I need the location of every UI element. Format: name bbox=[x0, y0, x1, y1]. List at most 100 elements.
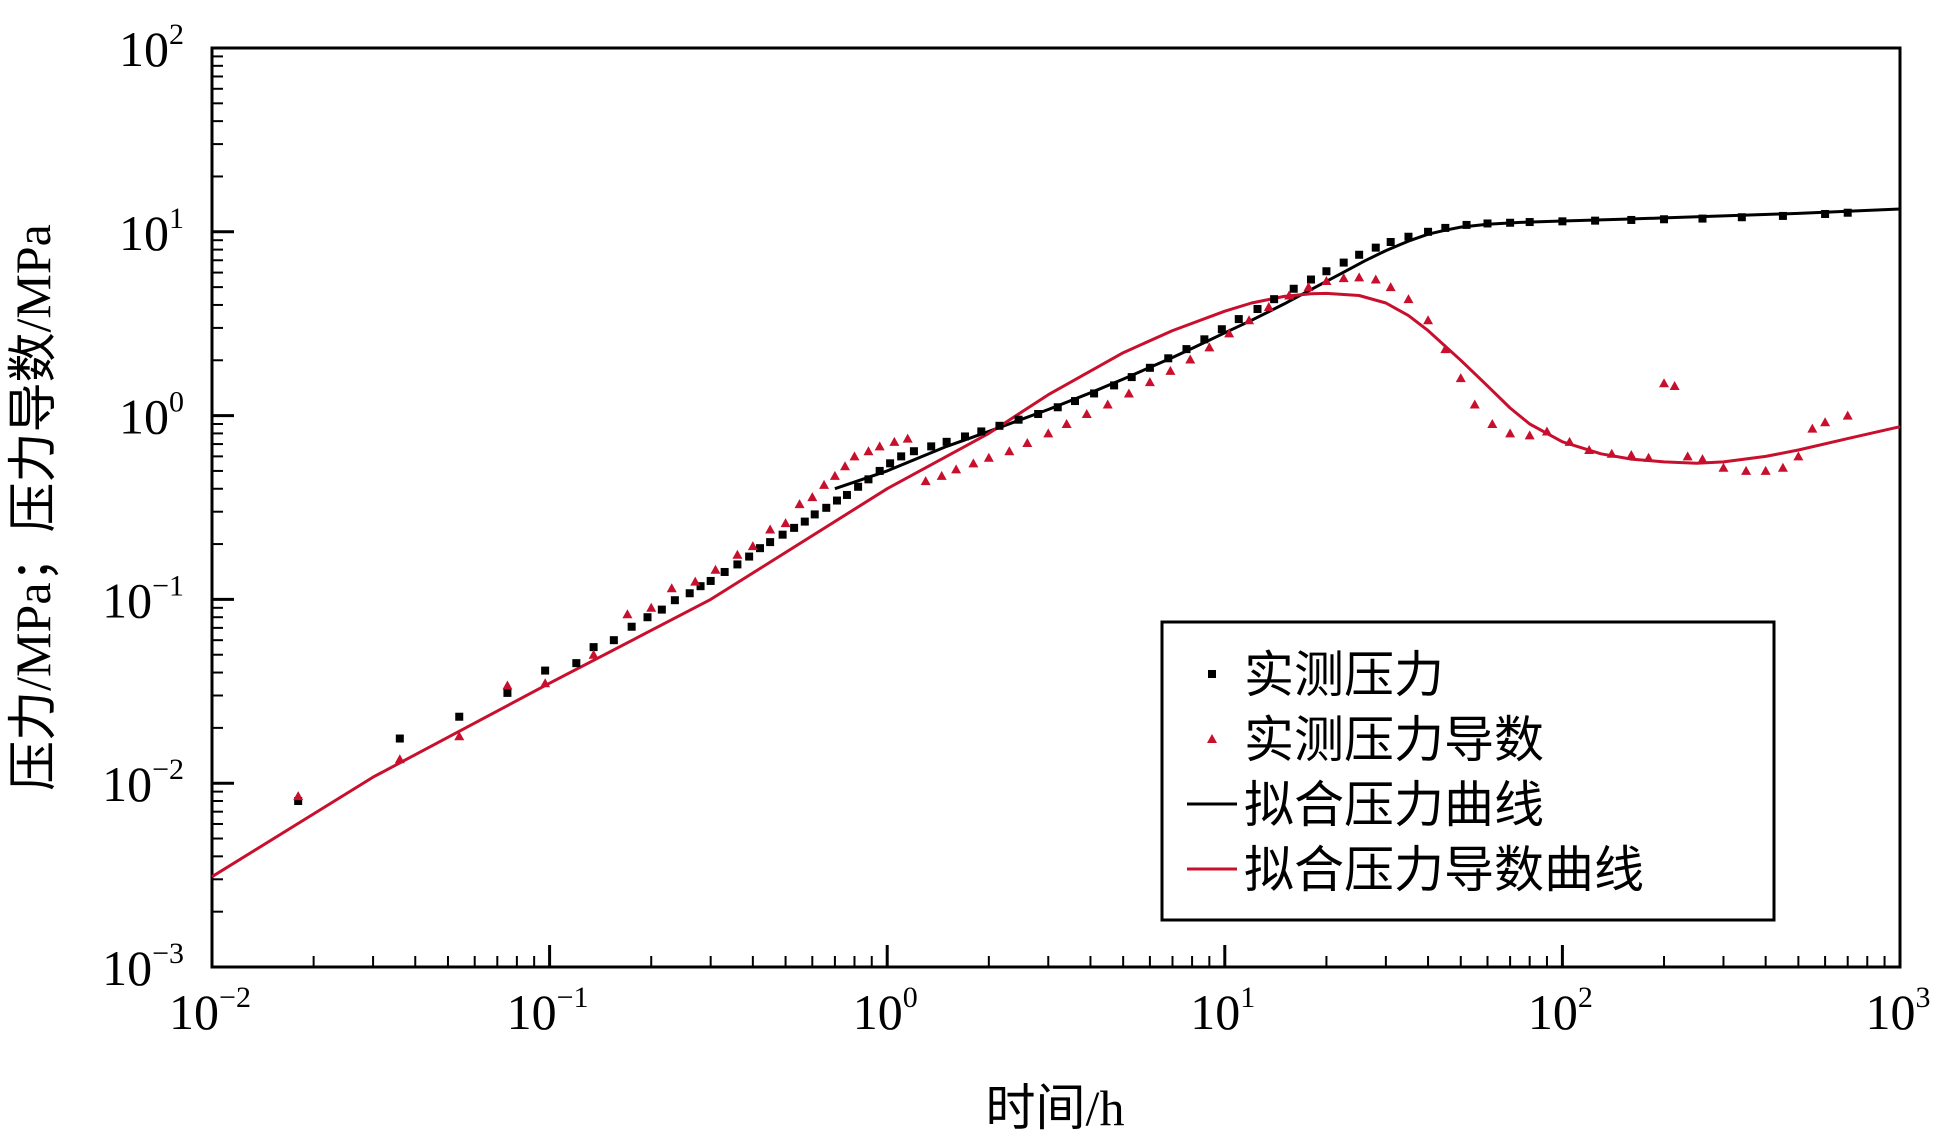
pressure-point bbox=[745, 552, 754, 561]
derivative-point bbox=[1659, 378, 1670, 388]
derivative-point bbox=[646, 602, 657, 612]
pressure-point bbox=[756, 544, 765, 553]
pressure-point bbox=[1778, 211, 1787, 220]
derivative-point bbox=[863, 446, 874, 456]
derivative-point bbox=[588, 649, 599, 659]
derivative-point bbox=[889, 436, 900, 446]
derivative-point bbox=[1820, 417, 1831, 427]
pressure-point bbox=[720, 567, 729, 576]
pressure-point bbox=[942, 437, 951, 446]
derivative-point bbox=[690, 576, 701, 586]
derivative-point bbox=[1102, 399, 1113, 409]
pressure-point bbox=[1034, 410, 1043, 419]
y-axis-ticks: 10−3 10−2 10−1 100 101 102 bbox=[102, 18, 234, 996]
derivative-point bbox=[983, 452, 994, 462]
pressure-point bbox=[1698, 214, 1707, 223]
pressure-point bbox=[657, 605, 666, 614]
derivative-point bbox=[394, 754, 405, 764]
legend-label: 拟合压力导数曲线 bbox=[1244, 842, 1644, 898]
derivative-point bbox=[1760, 465, 1771, 475]
pressure-point bbox=[800, 517, 809, 526]
derivative-point bbox=[1165, 365, 1176, 375]
derivative-point bbox=[807, 492, 818, 502]
derivative-point bbox=[1524, 430, 1535, 440]
derivative-point bbox=[1244, 315, 1255, 325]
pressure-point bbox=[1355, 250, 1364, 259]
pressure-point bbox=[995, 421, 1004, 430]
derivative-point bbox=[1004, 446, 1015, 456]
derivative-point bbox=[454, 731, 465, 741]
y-tick-label: 10−2 bbox=[102, 753, 184, 812]
derivative-point bbox=[1584, 444, 1595, 454]
pressure-point bbox=[909, 447, 918, 456]
derivative-point bbox=[1718, 462, 1729, 472]
derivative-point bbox=[710, 564, 721, 574]
pressure-point bbox=[864, 475, 873, 484]
derivative-point bbox=[1207, 734, 1217, 743]
derivative-point bbox=[1455, 373, 1466, 383]
derivative-point bbox=[1626, 450, 1637, 460]
pressure-point bbox=[1127, 373, 1136, 382]
pressure-point bbox=[1217, 325, 1226, 334]
derivative-point bbox=[849, 451, 860, 461]
pressure-point bbox=[1441, 223, 1450, 232]
pressure-point bbox=[706, 576, 715, 585]
pressure-point bbox=[609, 636, 618, 645]
pressure-point bbox=[1371, 243, 1380, 252]
pressure-point bbox=[670, 596, 679, 605]
y-tick-label: 10−1 bbox=[102, 569, 184, 628]
pressure-point bbox=[696, 582, 705, 591]
derivative-point bbox=[540, 678, 551, 688]
pressure-point bbox=[1110, 381, 1119, 390]
derivative-point bbox=[1321, 275, 1332, 285]
pressure-point bbox=[810, 510, 819, 519]
pressure-point bbox=[886, 459, 895, 468]
derivative-point bbox=[1370, 274, 1381, 284]
derivative-point bbox=[1081, 409, 1092, 419]
pressure-point bbox=[1339, 258, 1348, 267]
pressure-point bbox=[1462, 220, 1471, 229]
derivative-point bbox=[1204, 342, 1215, 352]
derivative-point bbox=[920, 476, 931, 486]
derivative-point bbox=[1606, 448, 1617, 458]
pressure-point bbox=[395, 734, 404, 743]
pressure-point bbox=[897, 452, 906, 461]
derivative-point bbox=[936, 470, 947, 480]
pressure-point bbox=[822, 503, 831, 512]
y-axis-title: 压力/MPa；压力导数/MPa bbox=[5, 224, 61, 791]
y-tick-label: 10−3 bbox=[102, 937, 184, 996]
derivative-point bbox=[1777, 462, 1788, 472]
pressure-point bbox=[1090, 389, 1099, 398]
pressure-point bbox=[1386, 238, 1395, 247]
pressure-point bbox=[685, 589, 694, 598]
derivative-point bbox=[794, 499, 805, 509]
derivative-point bbox=[747, 541, 758, 551]
derivative-point bbox=[902, 433, 913, 443]
pressure-point bbox=[1737, 213, 1746, 222]
derivative-point bbox=[1564, 436, 1575, 446]
derivative-point bbox=[1043, 428, 1054, 438]
x-axis-title: 时间/h bbox=[986, 1080, 1125, 1136]
pressure-point bbox=[1270, 295, 1279, 304]
pressure-point bbox=[503, 688, 512, 697]
derivative-point bbox=[622, 609, 633, 619]
pressure-point bbox=[294, 797, 303, 806]
x-tick-label: 10−2 bbox=[169, 981, 251, 1040]
pressure-point bbox=[1591, 216, 1600, 225]
derivative-point bbox=[1793, 451, 1804, 461]
pressure-point bbox=[1322, 267, 1331, 276]
derivative-point bbox=[1338, 273, 1349, 283]
pressure-point bbox=[1014, 415, 1023, 424]
pressure-point bbox=[455, 712, 464, 721]
pressure-point bbox=[832, 496, 841, 505]
pressure-point bbox=[1234, 315, 1243, 324]
pressure-point bbox=[766, 538, 775, 547]
derivative-point bbox=[829, 470, 840, 480]
derivative-point bbox=[1842, 410, 1853, 420]
derivative-point bbox=[840, 461, 851, 471]
pressure-point bbox=[1506, 218, 1515, 227]
pressure-point bbox=[1182, 345, 1191, 354]
pressure-point bbox=[1053, 403, 1062, 412]
derivative-point bbox=[1284, 290, 1295, 300]
pressure-point bbox=[1424, 227, 1433, 236]
